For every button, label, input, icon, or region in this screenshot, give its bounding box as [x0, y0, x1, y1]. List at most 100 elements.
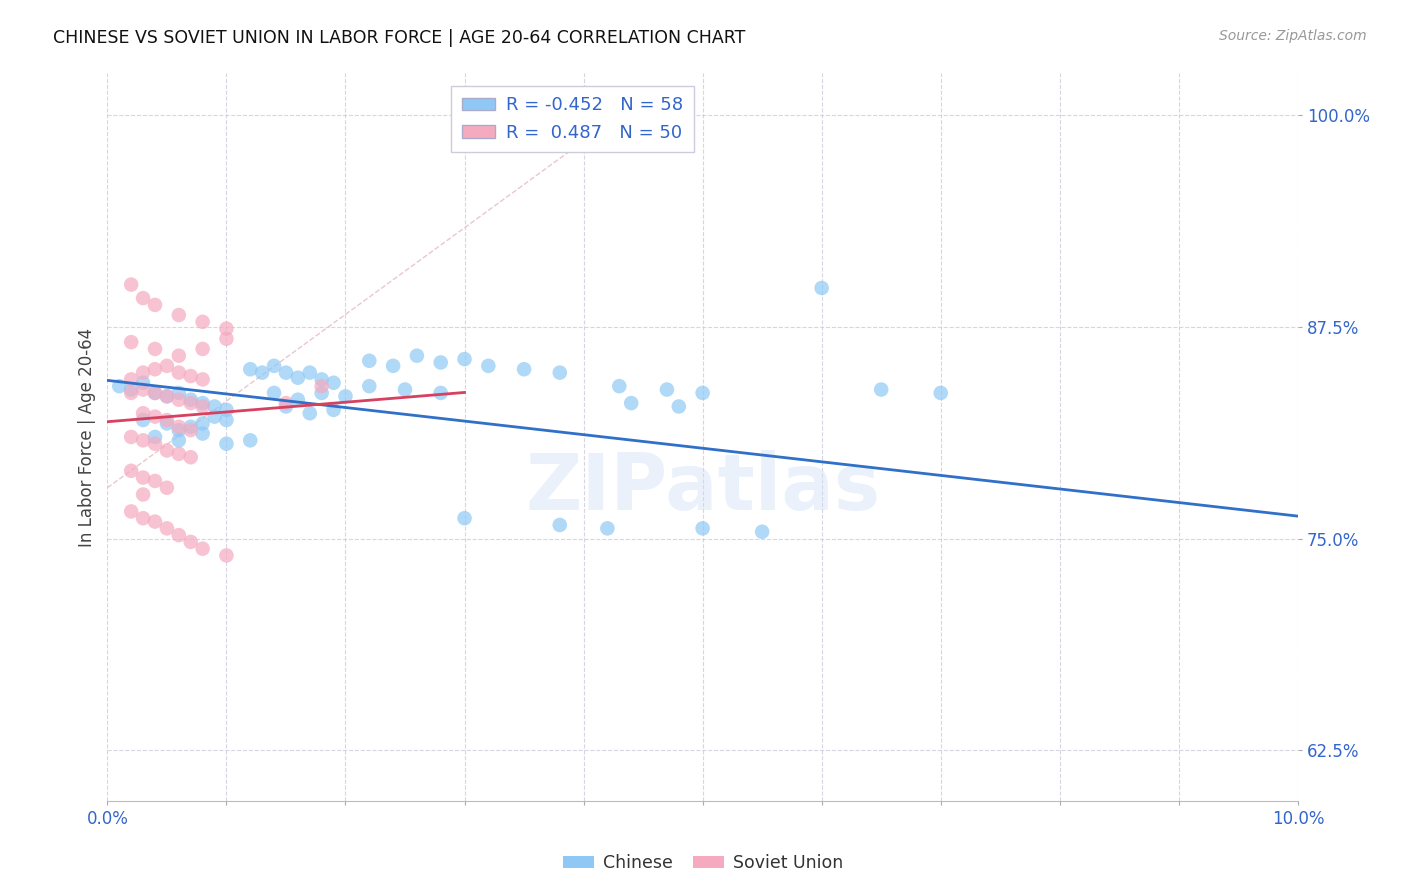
Text: ZIPatlas: ZIPatlas [524, 450, 880, 526]
Point [143, 386, 166, 401]
Point [167, 308, 190, 322]
Point [215, 549, 238, 563]
Point [180, 396, 202, 410]
Point [143, 298, 166, 312]
Y-axis label: In Labor Force | Age 20-64: In Labor Force | Age 20-64 [79, 327, 96, 547]
Point [120, 383, 142, 397]
Point [607, 379, 630, 393]
Point [359, 379, 381, 393]
Point [191, 417, 214, 431]
Point [167, 423, 190, 437]
Text: CHINESE VS SOVIET UNION IN LABOR FORCE | AGE 20-64 CORRELATION CHART: CHINESE VS SOVIET UNION IN LABOR FORCE |… [53, 29, 745, 46]
Point [180, 535, 202, 549]
Point [477, 359, 499, 373]
Point [1108, 828, 1130, 842]
Point [298, 366, 321, 380]
Point [548, 518, 571, 533]
Point [335, 389, 357, 403]
Point [143, 386, 166, 401]
Legend: Chinese, Soviet Union: Chinese, Soviet Union [555, 847, 851, 879]
Point [191, 400, 214, 414]
Point [143, 430, 166, 444]
Point [180, 419, 202, 434]
Point [215, 413, 238, 427]
Point [191, 426, 214, 441]
Point [132, 383, 155, 397]
Point [204, 400, 226, 414]
Point [120, 464, 142, 478]
Point [274, 400, 297, 414]
Point [180, 423, 202, 437]
Point [167, 434, 190, 448]
Point [191, 396, 214, 410]
Point [263, 359, 285, 373]
Point [180, 369, 202, 384]
Point [322, 376, 344, 390]
Point [668, 400, 690, 414]
Point [156, 481, 179, 495]
Point [167, 528, 190, 542]
Point [132, 291, 155, 305]
Point [453, 511, 475, 525]
Point [870, 383, 893, 397]
Point [156, 521, 179, 535]
Point [132, 470, 155, 484]
Point [620, 396, 643, 410]
Point [167, 386, 190, 401]
Point [167, 392, 190, 407]
Point [692, 386, 714, 401]
Point [548, 366, 571, 380]
Point [322, 402, 344, 417]
Point [751, 524, 773, 539]
Point [167, 419, 190, 434]
Point [156, 389, 179, 403]
Point [156, 417, 179, 431]
Point [167, 349, 190, 363]
Point [167, 366, 190, 380]
Point [596, 521, 619, 535]
Point [132, 406, 155, 420]
Point [191, 372, 214, 386]
Point [143, 436, 166, 450]
Point [810, 281, 832, 295]
Point [429, 386, 451, 401]
Point [143, 409, 166, 424]
Point [274, 366, 297, 380]
Point [239, 362, 262, 376]
Point [513, 362, 536, 376]
Point [108, 379, 131, 393]
Point [204, 409, 226, 424]
Point [120, 335, 142, 350]
Point [692, 521, 714, 535]
Point [287, 392, 309, 407]
Point [120, 504, 142, 518]
Point [311, 386, 333, 401]
Point [156, 359, 179, 373]
Point [215, 321, 238, 335]
Point [143, 515, 166, 529]
Point [180, 392, 202, 407]
Point [191, 541, 214, 556]
Point [263, 386, 285, 401]
Point [215, 402, 238, 417]
Point [180, 450, 202, 465]
Point [359, 353, 381, 368]
Point [120, 386, 142, 401]
Point [143, 342, 166, 356]
Point [120, 430, 142, 444]
Point [191, 315, 214, 329]
Point [287, 370, 309, 384]
Point [143, 362, 166, 376]
Point [382, 359, 405, 373]
Point [453, 352, 475, 367]
Point [311, 379, 333, 393]
Point [132, 413, 155, 427]
Point [250, 366, 273, 380]
Point [132, 511, 155, 525]
Point [132, 434, 155, 448]
Point [429, 355, 451, 369]
Point [132, 487, 155, 501]
Point [239, 434, 262, 448]
Point [120, 277, 142, 292]
Point [156, 443, 179, 458]
